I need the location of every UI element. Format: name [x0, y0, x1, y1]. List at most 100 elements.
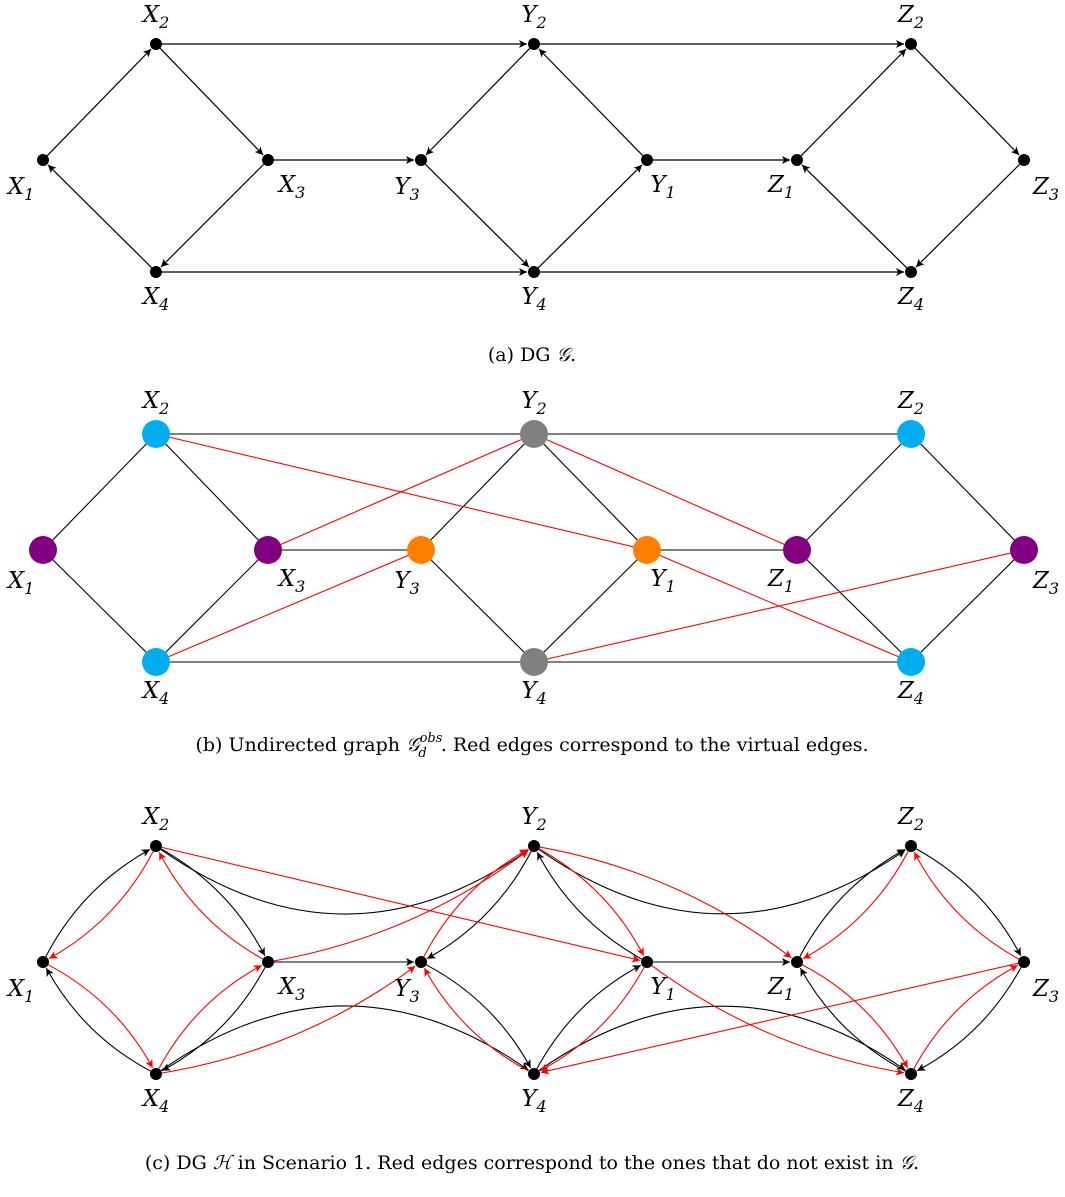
- edge-X2-X3: [155, 433, 269, 551]
- node-label-X1: X1: [6, 568, 35, 598]
- edge-Y4-Z4: [538, 1005, 906, 1072]
- node-Y4: [528, 1068, 540, 1080]
- virtual-edge-Y3-Y2: [423, 848, 529, 957]
- edge-Z4-Z1: [799, 967, 906, 1072]
- edge-Z3-Z4: [916, 967, 1022, 1072]
- node-label-Z1: Z1: [767, 566, 794, 596]
- node-label-X2: X2: [141, 804, 170, 834]
- edge-Y1-Y2: [538, 48, 644, 157]
- node-label-Y1: Y1: [650, 974, 675, 1004]
- panel-c-caption: (c) DG ℋ in Scenario 1. Red edges corres…: [145, 1152, 919, 1174]
- node-label-letter: X: [141, 1086, 161, 1112]
- node-label-Y4: Y4: [521, 284, 546, 314]
- edge-Y4-Y1: [537, 164, 643, 269]
- node-X4: [150, 1068, 162, 1080]
- node-label-Z3: Z3: [1032, 174, 1059, 204]
- node-X3: [262, 956, 274, 968]
- node-label-Y2: Y2: [521, 388, 546, 418]
- node-label-letter: X: [141, 678, 161, 704]
- node-X2: [142, 420, 170, 448]
- node-label-X4: X4: [141, 678, 170, 708]
- node-label-Y3: Y3: [394, 568, 419, 598]
- node-label-letter: X: [6, 174, 26, 200]
- virtual-edge-Y2-Z1: [539, 846, 792, 959]
- node-label-Y1: Y1: [650, 172, 675, 202]
- virtual-edge-X3-Y2: [273, 849, 529, 962]
- node-label-letter: Y: [521, 1086, 539, 1112]
- panel-a-directed-graph: X1 X2 X3 X4 Y1 Y2 Y3 Y4 Z1 Z2 Z3 Z4: [6, 2, 1059, 314]
- node-Y4: [520, 648, 548, 676]
- node-label-Z3: Z3: [1032, 976, 1059, 1006]
- node-label-letter: X: [141, 804, 161, 830]
- node-label-letter: Z: [897, 678, 915, 704]
- node-label-letter: Z: [1032, 976, 1050, 1002]
- edge-Y3-Y4: [420, 549, 535, 663]
- node-Z4: [905, 1068, 917, 1080]
- node-label-letter: Y: [650, 974, 668, 1000]
- edge-X3-X4: [161, 967, 266, 1072]
- edge-X2-X3: [159, 47, 264, 156]
- node-label-Z2: Z2: [897, 804, 924, 834]
- node-X2: [150, 38, 162, 50]
- node-Y3: [415, 956, 427, 968]
- node-label-Z1: Z1: [767, 172, 794, 202]
- virtual-edge-Y4-Y3: [423, 967, 529, 1072]
- node-Y1: [641, 154, 653, 166]
- virtual-edge-Y2-Z1: [533, 433, 798, 551]
- edge-Y2-Y3: [426, 851, 532, 960]
- node-label-letter: X: [277, 974, 297, 1000]
- edge-X4-X1: [47, 164, 153, 269]
- node-label-letter: Z: [767, 172, 785, 198]
- node-label-letter: Z: [897, 804, 915, 830]
- node-Z3: [1010, 536, 1038, 564]
- node-X3: [262, 154, 274, 166]
- node-label-letter: Y: [650, 172, 668, 198]
- edge-Z3-Z4: [915, 163, 1021, 268]
- virtual-edge-X3-Y2: [267, 433, 535, 551]
- edge-X2-Y2: [160, 848, 529, 915]
- node-label-X3: X3: [277, 974, 306, 1004]
- node-X4: [150, 266, 162, 278]
- virtual-edge-X2-Y1: [161, 846, 641, 963]
- virtual-edge-X3-X2: [158, 851, 264, 960]
- node-label-letter: X: [277, 566, 297, 592]
- panel-a-caption: (a) DG 𝒢.: [488, 344, 576, 366]
- edge-Y4-Y1: [533, 549, 648, 663]
- virtual-edge-Z3-Y4: [540, 962, 1019, 1075]
- edge-X1-X4: [42, 549, 157, 663]
- node-label-letter: Z: [1032, 568, 1050, 594]
- node-label-Y3: Y3: [394, 976, 419, 1006]
- edge-Y3-Y4: [424, 163, 530, 268]
- edge-X4-X1: [45, 967, 151, 1072]
- node-label-X1: X1: [6, 174, 35, 204]
- node-label-letter: Z: [767, 974, 785, 1000]
- virtual-edge-Y1-Y4: [539, 967, 645, 1072]
- virtual-edge-Z1-Z4: [802, 964, 909, 1069]
- node-X4: [142, 648, 170, 676]
- node-label-Y2: Y2: [521, 2, 546, 32]
- edge-Z3-Z4: [910, 549, 1025, 663]
- edge-Y1-Y2: [533, 433, 648, 551]
- node-Z2: [905, 840, 917, 852]
- edge-X2-X3: [160, 848, 266, 957]
- virtual-edge-X4-X3: [158, 964, 263, 1069]
- virtual-edge-X2-X1: [48, 851, 154, 960]
- edge-Z2-Z3: [915, 848, 1022, 957]
- node-label-Z2: Z2: [897, 388, 924, 418]
- node-label-Z3: Z3: [1032, 568, 1059, 598]
- node-Y2: [528, 840, 540, 852]
- node-Y2: [528, 38, 540, 50]
- edge-X4-Y4: [160, 1005, 529, 1072]
- node-label-letter: X: [6, 568, 26, 594]
- node-Y2: [520, 420, 548, 448]
- virtual-edge-Z2-Z1: [802, 851, 909, 960]
- node-label-Y4: Y4: [521, 1086, 546, 1116]
- node-label-X4: X4: [141, 1086, 170, 1116]
- panel-b-caption: (b) Undirected graph 𝒢obs d. Red edges co…: [195, 731, 868, 761]
- node-Z3: [1018, 154, 1030, 166]
- node-label-letter: X: [6, 976, 26, 1002]
- node-label-X1: X1: [6, 976, 35, 1006]
- node-X3: [254, 536, 282, 564]
- edge-Z1-Z2: [800, 48, 907, 157]
